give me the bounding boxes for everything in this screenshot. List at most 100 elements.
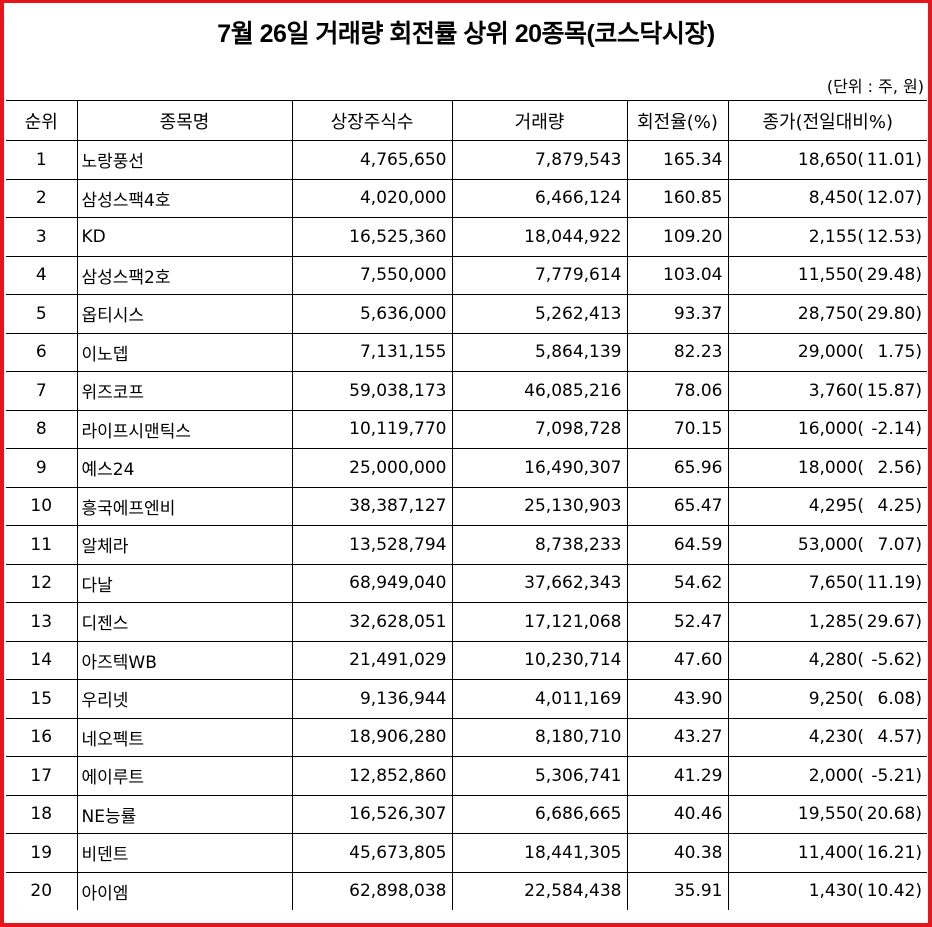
volume-cell: 5,306,741: [451, 756, 628, 796]
volume-cell: 6,686,665: [451, 794, 628, 834]
close-price: 9,250(: [808, 688, 864, 709]
volume-cell: 5,262,413: [451, 294, 628, 334]
change-percent: 12.07): [866, 188, 922, 209]
stock-name-cell: 예스24: [76, 448, 293, 488]
table-row: 7 위즈코프 59,038,173 46,085,216 78.06 3,760(15.8…: [6, 371, 927, 411]
stock-name-cell: NE능률: [76, 794, 293, 834]
close-change-cell: 16,000( -2.14): [727, 409, 927, 449]
volume-cell: 8,180,710: [451, 717, 628, 757]
table-row: 12 다날 68,949,040 37,662,343 54.62 7,650(11.19…: [6, 563, 927, 603]
table-row: 4 삼성스팩2호 7,550,000 7,779,614 103.04 11,550(29…: [6, 255, 927, 295]
stock-name-cell: 네오펙트: [76, 717, 293, 757]
turnover-rate-cell: 65.47: [626, 486, 729, 526]
close-price: 3,760(: [808, 380, 864, 401]
rank-cell: 12: [6, 563, 78, 603]
close-change-cell: 19,550(20.68): [727, 794, 927, 834]
header-rank: 순위: [6, 100, 78, 141]
change-percent: 12.53): [866, 226, 922, 247]
close-change-cell: 2,000(-5.21): [727, 756, 927, 796]
turnover-rate-cell: 65.96: [626, 448, 729, 488]
stock-name-cell: 삼성스팩4호: [76, 178, 293, 218]
volume-cell: 7,098,728: [451, 409, 628, 449]
turnover-ranking-table: 순위 종목명 상장주식수 거래량 회전율(%) 종가(전일대비%) 1 노랑풍선 4…: [6, 100, 927, 910]
volume-cell: 25,130,903: [451, 486, 628, 526]
change-percent: -5.62): [871, 650, 922, 671]
change-percent: 15.87): [866, 380, 922, 401]
close-change-cell: 11,550(29.48): [727, 255, 927, 295]
close-price: 1,285(: [808, 611, 864, 632]
header-turnover-rate: 회전율(%): [626, 100, 729, 141]
close-price: 4,280(: [808, 650, 864, 671]
rank-cell: 16: [6, 717, 78, 757]
listed-shares-cell: 38,387,127: [291, 486, 453, 526]
close-price: 8,450(: [808, 188, 864, 209]
close-change-cell: 7,650(11.19): [727, 563, 927, 603]
change-percent: 11.01): [866, 149, 922, 170]
rank-cell: 10: [6, 486, 78, 526]
turnover-rate-cell: 82.23: [626, 332, 729, 372]
page-title: 7월 26일 거래량 회전률 상위 20종목(코스닥시장): [217, 20, 715, 48]
rank-cell: 20: [6, 871, 78, 910]
stock-name-cell: 삼성스팩2호: [76, 255, 293, 295]
volume-cell: 46,085,216: [451, 371, 628, 411]
change-percent: -2.14): [871, 419, 922, 440]
turnover-rate-cell: 43.27: [626, 717, 729, 757]
listed-shares-cell: 12,852,860: [291, 756, 453, 796]
rank-cell: 19: [6, 833, 78, 873]
turnover-rate-cell: 35.91: [626, 871, 729, 910]
change-percent: 2.56): [877, 457, 922, 478]
stock-name-cell: 옵티시스: [76, 294, 293, 334]
listed-shares-cell: 7,131,155: [291, 332, 453, 372]
rank-cell: 15: [6, 679, 78, 719]
volume-cell: 5,864,139: [451, 332, 628, 372]
close-price: 1,430(: [808, 881, 864, 902]
close-change-cell: 9,250(6.08): [727, 679, 927, 719]
volume-cell: 16,490,307: [451, 448, 628, 488]
rank-cell: 9: [6, 448, 78, 488]
table-row: 11 알체라 13,528,794 8,738,233 64.59 53,000(7.07…: [6, 525, 927, 565]
unit-note: (단위 : 주, 원): [826, 77, 924, 96]
close-change-cell: 18,650(11.01): [727, 140, 927, 180]
stock-name-cell: 우리넷: [76, 679, 293, 719]
close-price: 16,000(: [797, 419, 864, 440]
listed-shares-cell: 62,898,038: [291, 871, 453, 910]
change-percent: 4.57): [877, 727, 922, 748]
stock-name-cell: 흥국에프엔비: [76, 486, 293, 526]
rank-cell: 18: [6, 794, 78, 834]
volume-cell: 17,121,068: [451, 602, 628, 642]
rank-cell: 2: [6, 178, 78, 218]
stock-name-cell: 노랑풍선: [76, 140, 293, 180]
stock-name-cell: 라이프시맨틱스: [76, 409, 293, 449]
volume-cell: 4,011,169: [451, 679, 628, 719]
close-change-cell: 29,000(1.75): [727, 332, 927, 372]
turnover-rate-cell: 40.46: [626, 794, 729, 834]
listed-shares-cell: 13,528,794: [291, 525, 453, 565]
listed-shares-cell: 4,020,000: [291, 178, 453, 218]
stock-name-cell: 디젠스: [76, 602, 293, 642]
stock-name-cell: 아즈텍WB: [76, 640, 293, 680]
change-percent: 20.68): [866, 804, 922, 825]
listed-shares-cell: 10,119,770: [291, 409, 453, 449]
turnover-rate-cell: 70.15: [626, 409, 729, 449]
table-row: 17 에이루트 12,852,860 5,306,741 41.29 2,000(-5.2…: [6, 756, 927, 796]
listed-shares-cell: 25,000,000: [291, 448, 453, 488]
close-change-cell: 28,750(29.80): [727, 294, 927, 334]
turnover-rate-cell: 52.47: [626, 602, 729, 642]
table-row: 9 예스24 25,000,000 16,490,307 65.96 18,000( 2.5…: [6, 448, 927, 488]
close-price: 11,550(: [797, 265, 864, 286]
close-price: 53,000(: [797, 534, 864, 555]
header-close-change: 종가(전일대비%): [727, 100, 927, 141]
close-change-cell: 3,760(15.87): [727, 371, 927, 411]
turnover-rate-cell: 47.60: [626, 640, 729, 680]
table-row: 19 비덴트 45,673,805 18,441,305 40.38 11,400(16.…: [6, 833, 927, 873]
turnover-rate-cell: 43.90: [626, 679, 729, 719]
table-row: 1 노랑풍선 4,765,650 7,879,543 165.34 18,650(11.0…: [6, 140, 927, 180]
table-row: 15 우리넷 9,136,944 4,011,169 43.90 9,250(6.08): [6, 679, 927, 719]
close-price: 4,295(: [808, 496, 864, 517]
table-row: 14 아즈텍WB 21,491,029 10,230,714 47.60 4,280(-5…: [6, 640, 927, 680]
change-percent: 4.25): [877, 496, 922, 517]
close-price: 18,000(: [797, 457, 864, 478]
stock-name-cell: 에이루트: [76, 756, 293, 796]
listed-shares-cell: 9,136,944: [291, 679, 453, 719]
listed-shares-cell: 16,526,307: [291, 794, 453, 834]
